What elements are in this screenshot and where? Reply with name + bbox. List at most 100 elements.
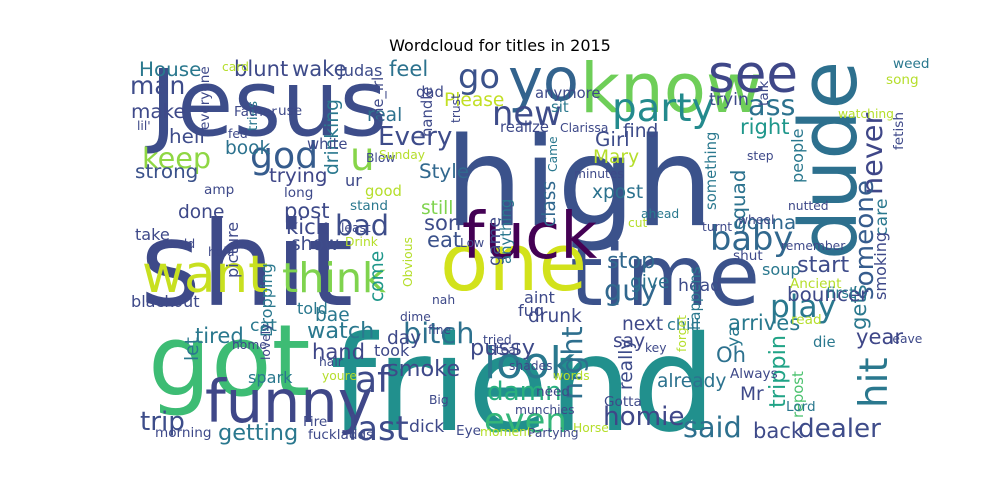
word-told: told xyxy=(297,299,328,318)
word-squad: squad xyxy=(727,170,750,230)
word-ass: ass xyxy=(748,88,795,122)
word-done: done xyxy=(178,202,224,223)
word-say: say xyxy=(613,331,645,352)
word-white: white xyxy=(307,136,348,153)
word-guy: guy xyxy=(604,273,657,307)
word-new: new xyxy=(492,94,562,133)
word-lord: Lord xyxy=(786,399,816,415)
word-dude: dude xyxy=(783,61,875,260)
word-home: home xyxy=(232,338,267,352)
word-father: Father xyxy=(234,104,277,120)
word-real: real xyxy=(367,105,402,126)
word-high: high xyxy=(445,112,714,255)
word-pussy: pussy xyxy=(470,335,535,361)
word-leave: leave xyxy=(889,332,922,346)
word-yo: yo xyxy=(508,45,579,114)
word-eat: eat xyxy=(427,227,461,252)
word-step: step xyxy=(747,149,774,163)
word-cat: cat xyxy=(250,316,277,336)
word-sold: sold xyxy=(170,237,195,251)
word-song: song xyxy=(886,72,919,88)
word-see: see xyxy=(708,45,798,105)
word-tries: tries xyxy=(245,101,261,131)
word-dick: dick xyxy=(409,417,444,437)
word-already: already xyxy=(657,371,726,392)
word-play: play xyxy=(770,289,836,325)
word-good: good xyxy=(365,183,402,200)
word-always: Always xyxy=(730,366,778,382)
word-wake: wake xyxy=(292,56,347,81)
word-gets: gets xyxy=(846,284,871,330)
word-next: next xyxy=(622,314,663,335)
word-show: show xyxy=(291,234,339,255)
word-came: Came xyxy=(546,136,560,172)
word-son: son xyxy=(424,210,461,235)
word-amp: amp xyxy=(204,182,234,198)
word-night: night xyxy=(555,326,589,400)
word-fuckladds: fuckladds xyxy=(308,427,373,443)
word-girl: Girl xyxy=(595,128,630,151)
word-never: never xyxy=(855,113,889,195)
word-head: head xyxy=(678,276,721,296)
word-shit: shit xyxy=(140,196,353,333)
word-partying: Partying xyxy=(528,426,579,440)
word-af: af xyxy=(355,358,391,401)
word-arrives: arrives xyxy=(728,310,800,335)
word-anything: anything xyxy=(498,199,515,264)
word-chill: chill xyxy=(667,315,699,334)
word-game: game xyxy=(485,217,505,266)
word-homie: homie xyxy=(603,402,685,432)
word-every: Every xyxy=(378,122,452,152)
word-gonna: gonna xyxy=(734,211,796,234)
word-hair: hair xyxy=(319,355,344,369)
word-keep: keep xyxy=(142,141,211,175)
word-trippin: trippin xyxy=(765,335,791,408)
word-year: year xyxy=(856,324,903,349)
word-realize: realize xyxy=(500,119,549,136)
word-feel: feel xyxy=(389,56,428,81)
word-steal: Steal xyxy=(488,343,519,357)
word-xpost: xpost xyxy=(592,182,643,203)
word-let: let xyxy=(182,337,203,361)
word-strong: strong xyxy=(135,160,198,183)
word-words: words xyxy=(553,369,590,383)
word-spark: spark xyxy=(248,368,293,387)
word-something: something xyxy=(703,132,720,210)
word-weed: weed xyxy=(893,56,929,72)
word-watch: watch xyxy=(307,318,374,344)
word-drink: Drink xyxy=(345,235,379,249)
word-mary: Mary xyxy=(593,147,639,168)
word-give: give xyxy=(630,272,669,293)
word-forget: forget xyxy=(675,315,689,352)
word-want: want xyxy=(142,245,268,305)
word-picture: picture xyxy=(223,222,242,278)
word-took: took xyxy=(374,341,410,360)
word-god: god xyxy=(250,134,318,177)
word-oh: Oh xyxy=(716,342,746,367)
word-watching: watching xyxy=(838,107,894,121)
word-time: time xyxy=(570,227,760,325)
word-said: said xyxy=(683,410,742,444)
word-day: day xyxy=(387,328,421,349)
word-anymore: anymore xyxy=(535,85,601,102)
word-drinking: drinking xyxy=(322,99,343,175)
word-fed: fed xyxy=(228,127,248,141)
word-dime: dime xyxy=(400,310,431,324)
word-come: come xyxy=(367,251,388,302)
word-take: take xyxy=(135,225,170,244)
word-shut: shut xyxy=(733,248,763,264)
word-dropping: Dropping xyxy=(257,263,276,337)
word-bouncer: bouncer xyxy=(787,283,869,306)
word-ur: ur xyxy=(345,171,362,190)
word-blow: Blow xyxy=(366,151,395,165)
word-know: know xyxy=(580,49,762,129)
word-make: make xyxy=(131,100,186,123)
word-munchies: munchies xyxy=(515,403,575,417)
word-back: back xyxy=(753,418,804,443)
word-funny: funny xyxy=(205,367,373,436)
word-gotta: Gotta xyxy=(604,394,642,410)
word-trying: trying xyxy=(269,164,328,187)
word-smoking: smoking xyxy=(871,232,890,300)
word-least: least xyxy=(341,221,371,235)
word-class: class xyxy=(539,181,560,227)
